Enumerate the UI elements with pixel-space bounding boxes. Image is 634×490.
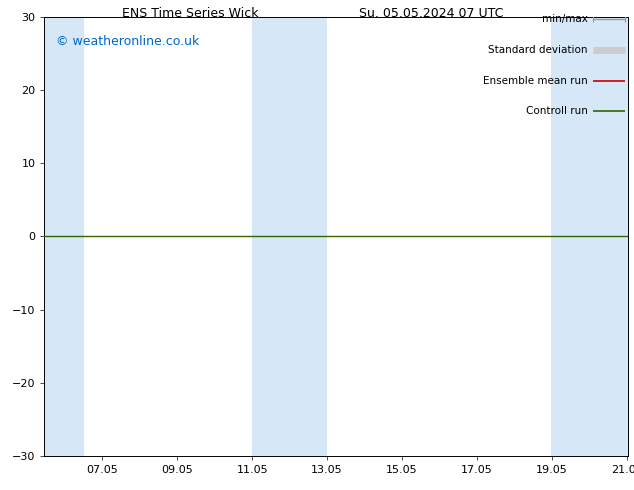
Text: Su. 05.05.2024 07 UTC: Su. 05.05.2024 07 UTC <box>359 7 503 21</box>
Text: © weatheronline.co.uk: © weatheronline.co.uk <box>56 35 199 48</box>
Text: Ensemble mean run: Ensemble mean run <box>483 76 588 86</box>
Text: Controll run: Controll run <box>526 106 588 117</box>
Bar <box>44 17 84 456</box>
Text: ENS Time Series Wick: ENS Time Series Wick <box>122 7 259 21</box>
Bar <box>252 17 327 456</box>
Bar <box>552 17 628 456</box>
Text: min/max: min/max <box>542 14 588 24</box>
Text: Standard deviation: Standard deviation <box>488 45 588 55</box>
